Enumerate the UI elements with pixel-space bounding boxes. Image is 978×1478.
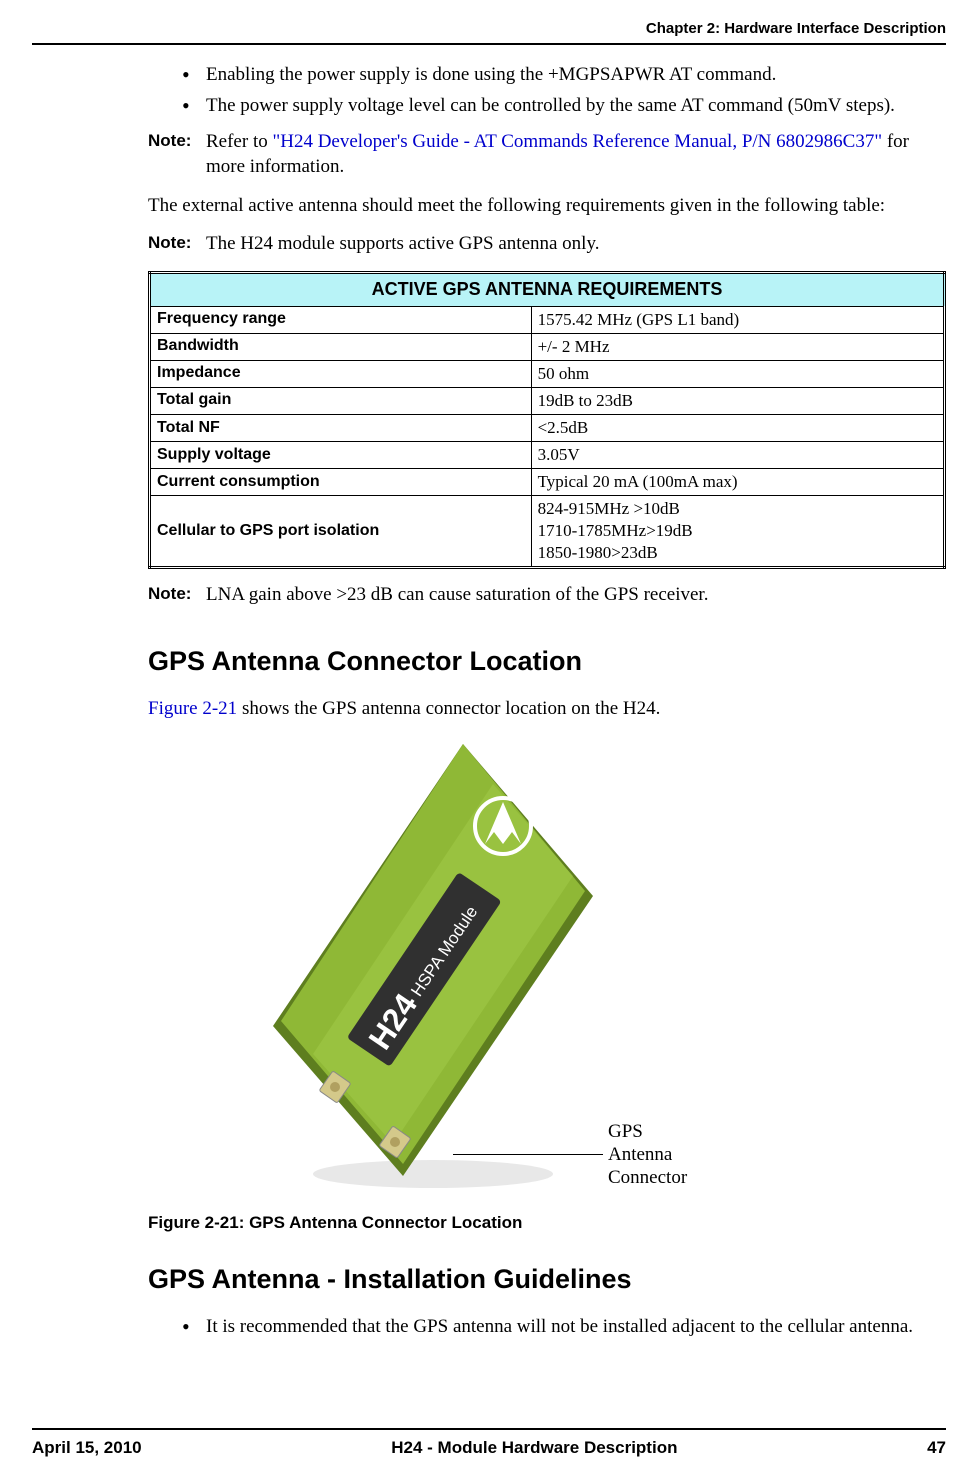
table-label: Total gain	[150, 387, 532, 414]
figure-caption: Figure 2-21: GPS Antenna Connector Locat…	[148, 1212, 946, 1234]
figure-reference-link[interactable]: Figure 2-21	[148, 698, 237, 719]
table-label: Frequency range	[150, 306, 532, 333]
footer-title: H24 - Module Hardware Description	[391, 1438, 677, 1458]
table-value: 3.05V	[531, 441, 944, 468]
bullet-list-1: Enabling the power supply is done using …	[182, 63, 946, 118]
table-row: Total gain 19dB to 23dB	[150, 387, 945, 414]
table-value: 1575.42 MHz (GPS L1 band)	[531, 306, 944, 333]
footer-page-number: 47	[927, 1438, 946, 1458]
footer-date: April 15, 2010	[32, 1438, 142, 1458]
note-text: The H24 module supports active GPS anten…	[206, 232, 946, 257]
table-label: Bandwidth	[150, 333, 532, 360]
table-value: 824-915MHz >10dB1710-1785MHz>19dB1850-19…	[531, 496, 944, 568]
list-item: Enabling the power supply is done using …	[182, 63, 946, 88]
table-row: Supply voltage 3.05V	[150, 441, 945, 468]
table-value: +/- 2 MHz	[531, 333, 944, 360]
table-row: Frequency range 1575.42 MHz (GPS L1 band…	[150, 306, 945, 333]
note-block-3: Note: LNA gain above >23 dB can cause sa…	[148, 583, 946, 608]
table-title: ACTIVE GPS ANTENNA REQUIREMENTS	[150, 273, 945, 306]
table-label: Cellular to GPS port isolation	[150, 496, 532, 568]
note-label: Note:	[148, 583, 206, 608]
paragraph: Figure 2-21 shows the GPS antenna connec…	[148, 697, 946, 722]
table-label: Current consumption	[150, 469, 532, 496]
note-label: Note:	[148, 130, 206, 179]
note-text: Refer to "H24 Developer's Guide - AT Com…	[206, 130, 946, 179]
note-block-2: Note: The H24 module supports active GPS…	[148, 232, 946, 257]
bullet-list-2: It is recommended that the GPS antenna w…	[182, 1315, 946, 1340]
table-row: Current consumption Typical 20 mA (100mA…	[150, 469, 945, 496]
table-row: Cellular to GPS port isolation 824-915MH…	[150, 496, 945, 568]
table-row: Bandwidth +/- 2 MHz	[150, 333, 945, 360]
table-value: 19dB to 23dB	[531, 387, 944, 414]
paragraph: The external active antenna should meet …	[148, 194, 946, 219]
section-heading: GPS Antenna Connector Location	[148, 644, 946, 679]
table-label: Total NF	[150, 414, 532, 441]
note-text: LNA gain above >23 dB can cause saturati…	[206, 583, 946, 608]
table-value: <2.5dB	[531, 414, 944, 441]
section-heading: GPS Antenna - Installation Guidelines	[148, 1262, 946, 1297]
note-prefix: Refer to	[206, 131, 272, 152]
annotation-line	[453, 1154, 603, 1155]
page-footer: April 15, 2010 H24 - Module Hardware Des…	[32, 1428, 946, 1458]
page-header: Chapter 2: Hardware Interface Descriptio…	[0, 20, 978, 43]
chapter-label: Chapter 2: Hardware Interface Descriptio…	[646, 20, 946, 37]
table-label: Impedance	[150, 360, 532, 387]
list-item: It is recommended that the GPS antenna w…	[182, 1315, 946, 1340]
note-block-1: Note: Refer to "H24 Developer's Guide - …	[148, 130, 946, 179]
table-row: Total NF <2.5dB	[150, 414, 945, 441]
list-item: The power supply voltage level can be co…	[182, 94, 946, 119]
table-value: Typical 20 mA (100mA max)	[531, 469, 944, 496]
table-row: Impedance 50 ohm	[150, 360, 945, 387]
requirements-table: ACTIVE GPS ANTENNA REQUIREMENTS Frequenc…	[148, 271, 946, 569]
note-label: Note:	[148, 232, 206, 257]
figure-annotation: GPSAntennaConnector	[608, 1121, 687, 1189]
reference-link[interactable]: "H24 Developer's Guide - AT Commands Ref…	[272, 131, 882, 152]
table-value: 50 ohm	[531, 360, 944, 387]
figure-container: H24 HSPA Module GPSAntennaConnector	[148, 736, 908, 1206]
module-illustration: H24 HSPA Module	[263, 736, 603, 1196]
table-label: Supply voltage	[150, 441, 532, 468]
text: shows the GPS antenna connector location…	[237, 698, 660, 719]
